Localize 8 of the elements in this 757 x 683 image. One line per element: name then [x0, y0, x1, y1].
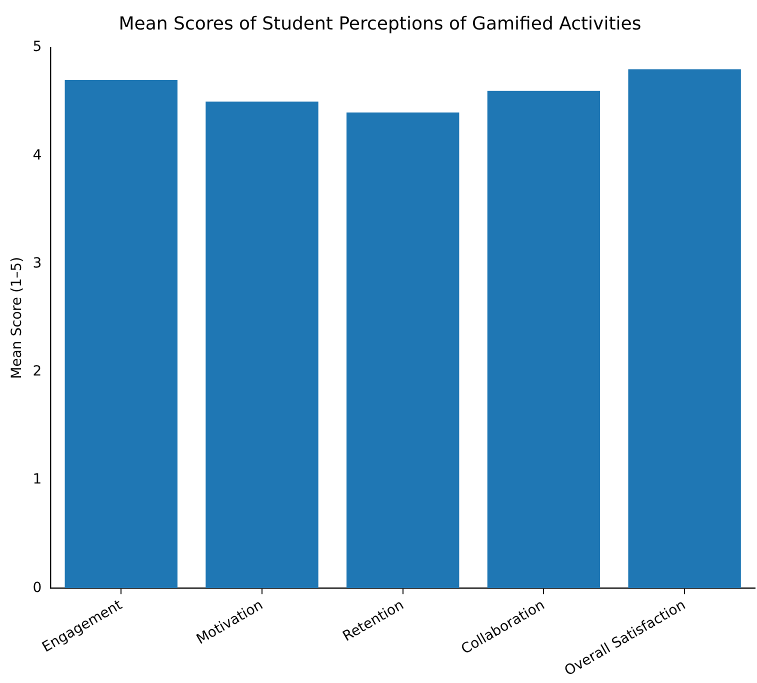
y-axis-title: Mean Score (1–5)	[9, 256, 26, 379]
y-tick-label: 2	[32, 364, 42, 380]
y-tick-label: 3	[32, 255, 42, 272]
y-tick-label: 1	[32, 472, 42, 488]
y-tick-label: 5	[32, 39, 42, 56]
chart-title: Mean Scores of Student Perceptions of Gamified Activities	[118, 13, 642, 34]
y-tick-label: 0	[32, 580, 42, 596]
y-tick-label: 4	[32, 147, 42, 164]
